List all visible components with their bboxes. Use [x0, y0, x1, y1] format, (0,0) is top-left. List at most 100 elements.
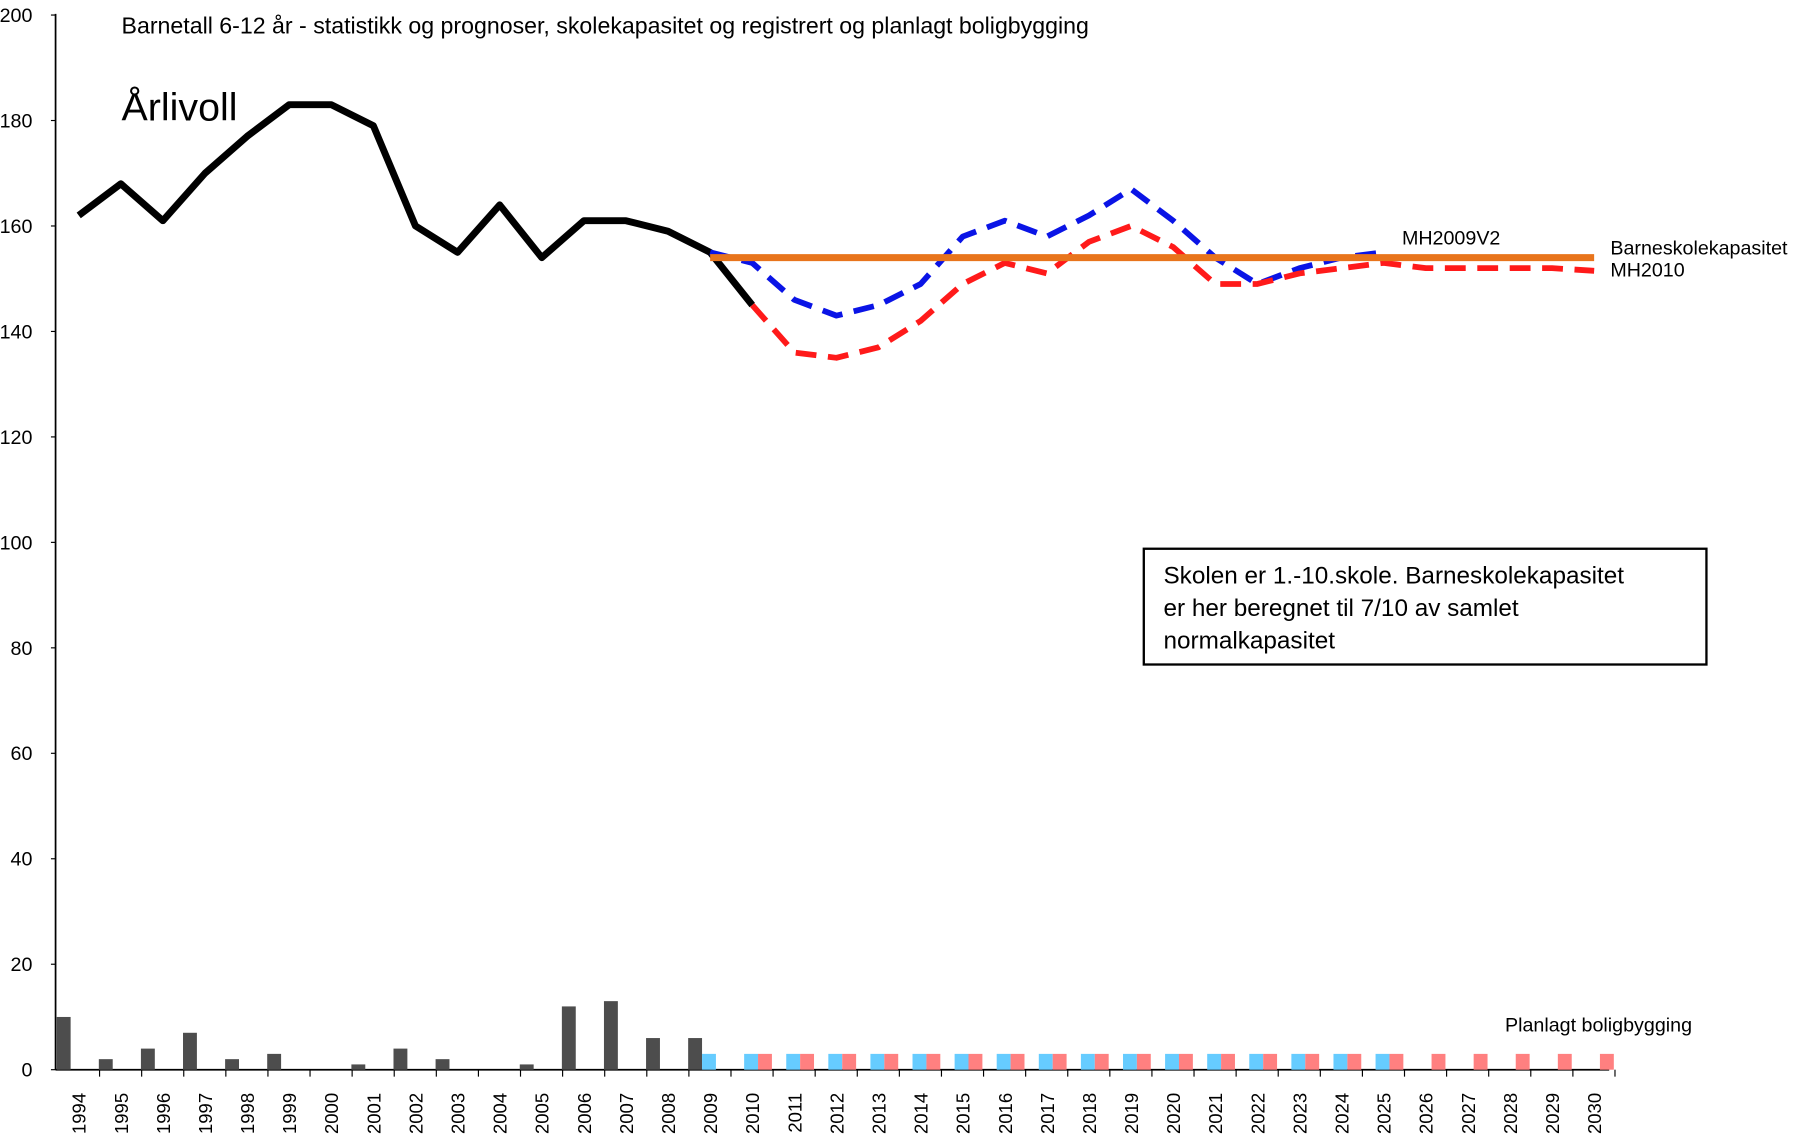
line: [750, 223, 1595, 361]
bar: [786, 1053, 801, 1070]
bar: [828, 1053, 843, 1070]
bar: [225, 1059, 239, 1070]
series-label: Planlagt boligbygging: [1505, 1014, 1692, 1036]
bar: [1473, 1053, 1488, 1070]
x-tick-label: 2014: [911, 1093, 932, 1134]
x-tick-label: 2010: [742, 1093, 763, 1134]
bar: [1249, 1053, 1264, 1070]
bar: [1207, 1053, 1222, 1070]
x-tick-label: 2029: [1542, 1093, 1563, 1134]
bar: [954, 1053, 969, 1070]
bar: [140, 1048, 155, 1070]
x-tick-label: 2001: [363, 1093, 384, 1134]
note-line: normalkapasitet: [1163, 627, 1335, 654]
bar: [1291, 1053, 1306, 1070]
y-tick-label: 20: [11, 954, 33, 976]
bar: [968, 1053, 983, 1070]
x-tick-label: 2026: [1416, 1093, 1437, 1134]
bar: [435, 1059, 450, 1070]
y-tick-label: 160: [0, 216, 32, 238]
line: [76, 101, 755, 308]
bar: [393, 1048, 408, 1070]
bar: [1375, 1053, 1390, 1070]
bar: [561, 1006, 576, 1070]
x-tick-label: 2020: [1163, 1093, 1184, 1134]
bar: [758, 1053, 772, 1070]
x-tick-label: 2021: [1205, 1093, 1226, 1134]
bar: [351, 1064, 366, 1070]
bar: [842, 1053, 857, 1070]
x-tick-label: 2012: [826, 1093, 847, 1134]
bar: [912, 1053, 927, 1070]
bar: [702, 1053, 716, 1070]
x-tick-label: 2009: [700, 1093, 721, 1134]
x-tick-label: 2006: [574, 1093, 595, 1134]
x-tick-label: 2003: [448, 1093, 469, 1134]
bar: [884, 1053, 899, 1070]
series-label: MH2009V2: [1402, 227, 1500, 249]
bar: [1333, 1053, 1348, 1070]
y-tick-label: 60: [11, 743, 33, 765]
y-tick-label: 200: [0, 5, 32, 27]
bar: [744, 1053, 759, 1070]
series-label: Barneskolekapasitet: [1610, 238, 1788, 260]
bar: [1389, 1053, 1404, 1070]
x-tick-label: 1997: [195, 1093, 216, 1134]
x-tick-label: 2013: [868, 1093, 889, 1134]
bar: [800, 1053, 815, 1070]
x-tick-label: 2024: [1332, 1093, 1353, 1134]
note-line: er her beregnet til 7/10 av samlet: [1163, 595, 1518, 622]
x-tick-label: 2011: [784, 1093, 805, 1133]
x-tick-label: 1999: [279, 1093, 300, 1134]
y-tick-label: 140: [0, 321, 32, 343]
bar: [267, 1053, 282, 1070]
bar: [1305, 1053, 1320, 1070]
subtitle: Årlivoll: [122, 85, 238, 129]
x-tick-label: 2002: [405, 1093, 426, 1134]
bar: [646, 1038, 660, 1070]
bar: [1080, 1053, 1095, 1070]
y-tick-label: 100: [0, 532, 32, 554]
bar: [603, 1001, 618, 1070]
x-tick-label: 2027: [1458, 1093, 1479, 1134]
y-tick-label: 40: [11, 849, 33, 871]
bar: [1221, 1053, 1235, 1070]
bar: [1122, 1053, 1137, 1070]
y-tick-label: 80: [11, 638, 33, 660]
bar: [1557, 1053, 1572, 1070]
x-tick-label: 2016: [995, 1093, 1016, 1134]
x-tick-label: 1995: [111, 1093, 132, 1134]
bar: [1136, 1053, 1151, 1070]
bar: [1263, 1053, 1278, 1070]
x-tick-label: 2008: [658, 1093, 679, 1134]
bar: [1038, 1053, 1053, 1070]
bar: [1165, 1053, 1179, 1070]
bar: [1178, 1053, 1193, 1070]
bar: [519, 1064, 534, 1070]
x-tick-label: 2025: [1374, 1093, 1395, 1134]
bar: [56, 1016, 71, 1070]
bar: [870, 1053, 885, 1070]
chart-title: Barnetall 6-12 år - statistikk og progno…: [122, 13, 1089, 39]
x-tick-label: 2005: [532, 1093, 553, 1134]
bar: [1052, 1053, 1067, 1070]
y-tick-label: 180: [0, 110, 32, 132]
x-tick-label: 2019: [1121, 1093, 1142, 1134]
x-tick-label: 1994: [69, 1093, 90, 1134]
x-tick-label: 2022: [1247, 1093, 1268, 1134]
x-tick-label: 2007: [616, 1093, 637, 1134]
bar: [1515, 1053, 1530, 1070]
y-tick-label: 0: [21, 1060, 32, 1082]
x-tick-label: 2023: [1289, 1093, 1310, 1134]
bar: [1431, 1053, 1446, 1070]
bar: [1010, 1053, 1025, 1070]
x-tick-label: 2000: [321, 1093, 342, 1134]
bar: [183, 1032, 197, 1070]
x-tick-label: 1996: [153, 1093, 174, 1134]
x-tick-label: 2017: [1037, 1093, 1058, 1134]
note-line: Skolen er 1.-10.skole. Barneskolekapasit…: [1163, 562, 1624, 589]
series-label: MH2010: [1610, 260, 1684, 282]
bar: [1094, 1053, 1109, 1070]
note-box: [1142, 547, 1708, 666]
